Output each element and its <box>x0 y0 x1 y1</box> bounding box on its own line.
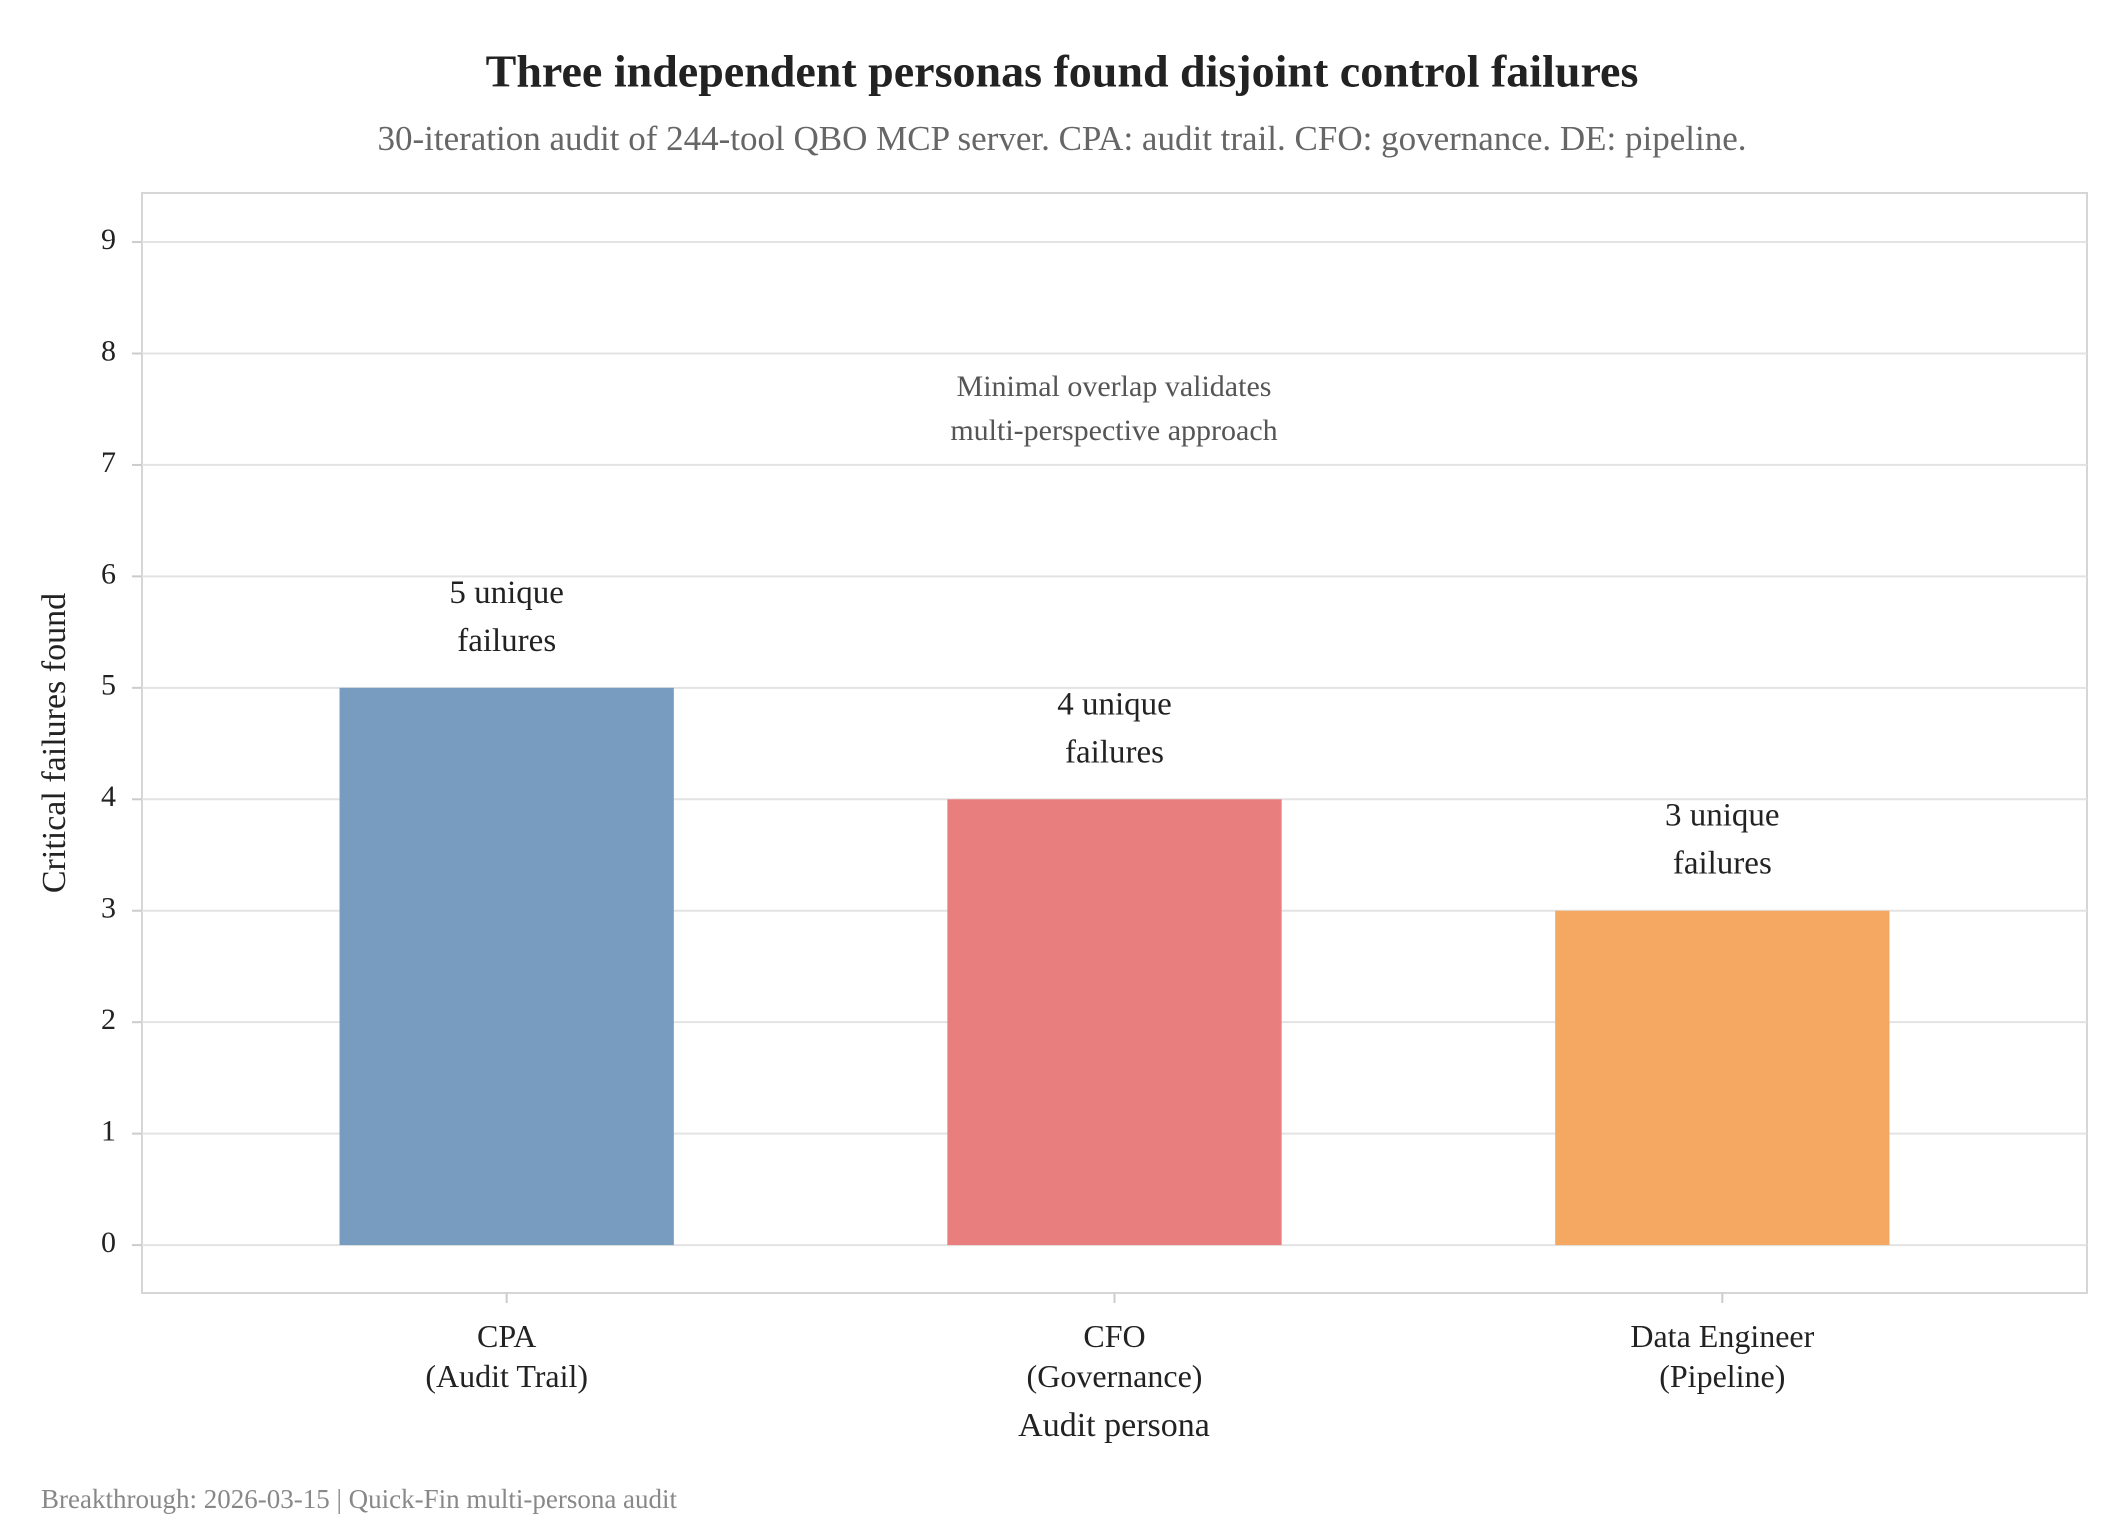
y-tick-label: 2 <box>101 1003 116 1036</box>
x-tick-label: CFO (Governance) <box>1027 1318 1203 1394</box>
footer: Breakthrough: 2026-03-15 | Quick-Fin mul… <box>41 1484 678 1514</box>
x-axis-label: Audit persona <box>1018 1407 1210 1444</box>
y-tick-label: 3 <box>101 892 116 925</box>
y-tick-label: 5 <box>101 669 116 702</box>
chart-subtitle: 30-iteration audit of 244-tool QBO MCP s… <box>377 119 1746 158</box>
value-label: 3 unique failures <box>1665 797 1780 881</box>
y-tick-label: 1 <box>101 1115 116 1148</box>
y-tick-label: 4 <box>101 780 116 813</box>
value-label: 5 unique failures <box>449 574 564 658</box>
bar <box>1555 910 1890 1246</box>
x-tick-label: Data Engineer (Pipeline) <box>1630 1318 1814 1394</box>
y-tick-label: 7 <box>101 446 116 479</box>
bar <box>339 687 674 1246</box>
y-tick-label: 9 <box>101 223 116 256</box>
x-tick-label: CPA (Audit Trail) <box>425 1318 588 1394</box>
y-tick-label: 8 <box>101 334 116 367</box>
value-label: 4 unique failures <box>1057 686 1172 770</box>
y-tick-label: 6 <box>101 557 116 590</box>
annotation: Minimal overlap validates multi-perspecti… <box>950 370 1277 447</box>
bar <box>947 799 1282 1246</box>
chart-title: Three independent personas found disjoin… <box>486 46 1639 97</box>
y-tick-label: 0 <box>101 1226 116 1259</box>
y-axis-label: Critical failures found <box>36 593 73 893</box>
